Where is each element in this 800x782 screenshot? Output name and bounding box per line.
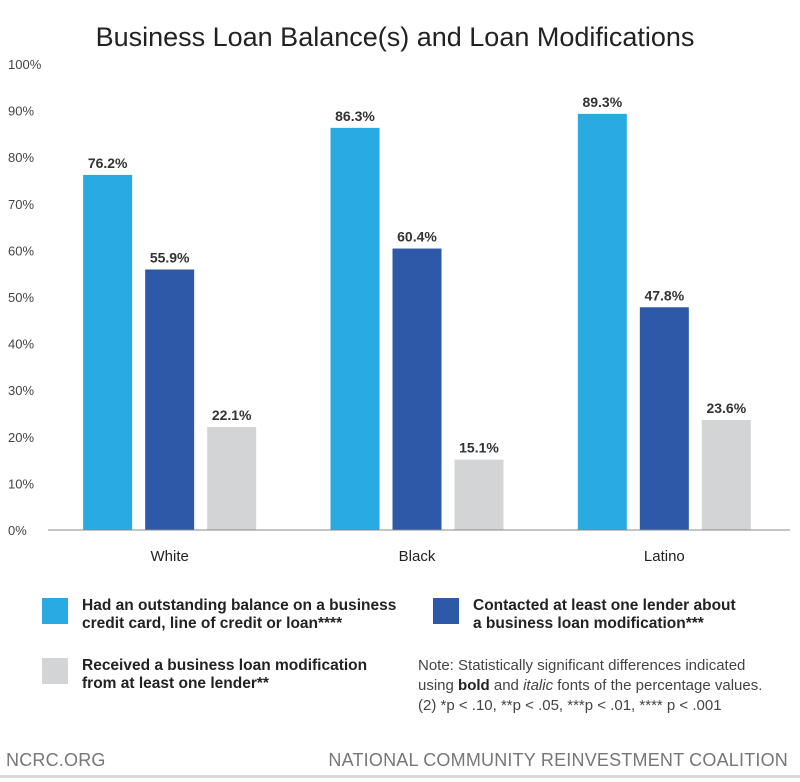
significance-note: Note: Statistically significant differen… <box>418 657 763 714</box>
bar <box>207 427 257 530</box>
y-tick-label: 40% <box>8 337 34 352</box>
y-tick-label: 60% <box>8 243 34 258</box>
data-label: 22.1% <box>212 407 252 423</box>
data-label: 55.9% <box>150 250 190 266</box>
legend-label: Received a business loan modification fr… <box>82 657 368 692</box>
y-tick-label: 90% <box>8 104 34 119</box>
bar-chart: Business Loan Balance(s) and Loan Modifi… <box>8 22 790 565</box>
legend-item-contacted-lender: Contacted at least one lender about a bu… <box>433 597 736 633</box>
x-tick-label: White <box>150 548 188 565</box>
y-tick-label: 30% <box>8 383 34 398</box>
legend-label: Had an outstanding balance on a business… <box>82 597 397 632</box>
bar <box>454 459 504 530</box>
bars: 76.2% 55.9% 22.1% 86.3% 60.4% 15.1% 89.3% 47.8%… <box>83 94 751 530</box>
bar <box>145 269 195 530</box>
y-tick-label: 50% <box>8 290 34 305</box>
x-axis: White Black Latino <box>48 529 790 565</box>
y-tick-label: 10% <box>8 476 34 491</box>
data-label: 23.6% <box>706 400 746 416</box>
data-label: 76.2% <box>88 155 128 171</box>
legend-swatch <box>433 598 459 624</box>
y-tick-label: 0% <box>8 523 27 538</box>
y-axis: 0% 10% 20% 30% 40% 50% 60% 70% 80% 90% 100% <box>8 57 42 538</box>
bar <box>392 248 442 530</box>
footer-right-org: NATIONAL COMMUNITY REINVESTMENT COALITIO… <box>328 750 788 770</box>
legend-item-outstanding-balance: Had an outstanding balance on a business… <box>42 597 396 633</box>
data-label: 86.3% <box>335 108 375 124</box>
data-label: 60.4% <box>397 229 437 245</box>
bar <box>83 174 133 530</box>
bar <box>701 420 751 530</box>
legend-swatch <box>42 598 68 624</box>
bar <box>330 127 380 530</box>
legend-label: Contacted at least one lender about a bu… <box>473 597 736 632</box>
y-tick-label: 80% <box>8 150 34 165</box>
bar <box>639 307 689 530</box>
x-tick-label: Latino <box>644 548 685 565</box>
y-tick-label: 20% <box>8 430 34 445</box>
footer-divider <box>0 775 800 778</box>
data-label: 47.8% <box>644 287 684 303</box>
x-tick-label: Black <box>399 548 436 565</box>
y-tick-label: 100% <box>8 57 42 72</box>
footer-left-site: NCRC.ORG <box>6 750 106 770</box>
data-label: 15.1% <box>459 440 499 456</box>
legend-swatch <box>42 658 68 684</box>
chart-title: Business Loan Balance(s) and Loan Modifi… <box>96 22 695 52</box>
legend-item-received-modification: Received a business loan modification fr… <box>42 657 367 693</box>
y-tick-label: 70% <box>8 197 34 212</box>
bar <box>577 113 627 530</box>
data-label: 89.3% <box>582 94 622 110</box>
